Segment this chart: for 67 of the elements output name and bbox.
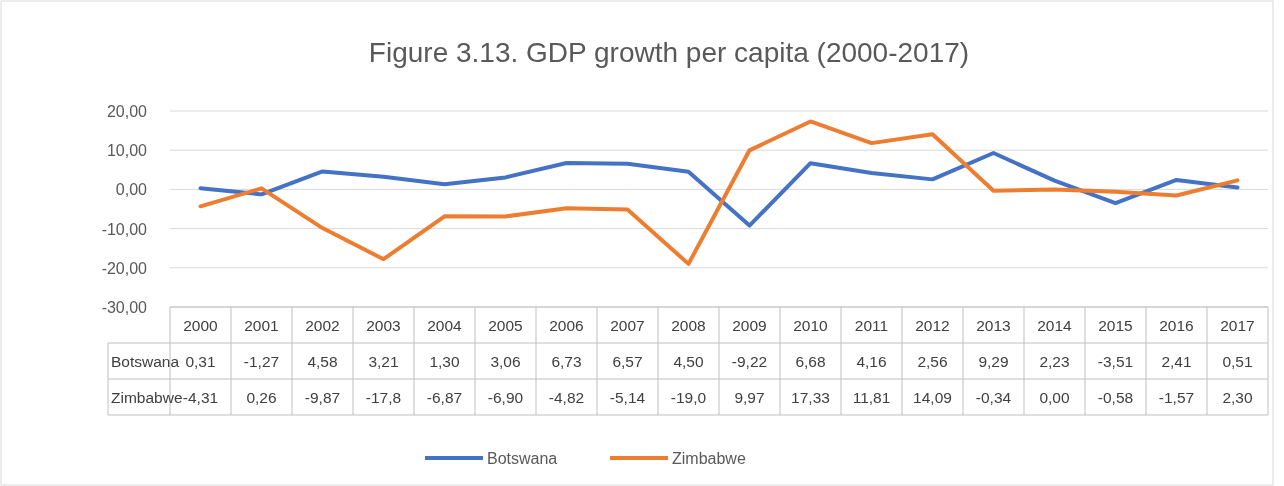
- data-label: 0,51: [1222, 353, 1253, 370]
- x-tick-label: 2017: [1220, 317, 1255, 334]
- x-tick-label: 2000: [183, 317, 219, 334]
- x-tick-label: 2007: [610, 317, 645, 334]
- data-label: 2,23: [1039, 353, 1070, 370]
- text: Zimbabwe: [111, 389, 183, 406]
- data-label: 4,16: [856, 353, 887, 370]
- chart-title: Figure 3.13. GDP growth per capita (2000-2017): [368, 37, 970, 68]
- x-tick-label: 2003: [366, 317, 401, 334]
- data-label: 2,41: [1161, 353, 1192, 370]
- x-tick-label: 2008: [671, 317, 706, 334]
- data-label: 4,50: [673, 353, 704, 370]
- x-tick-label: 2016: [1159, 317, 1194, 334]
- data-label: 6,73: [551, 353, 582, 370]
- data-label: 1,30: [429, 353, 460, 370]
- data-label: -9,22: [731, 353, 768, 370]
- data-label: 9,29: [978, 353, 1009, 370]
- data-label: 0,26: [246, 389, 277, 406]
- data-label: -1,27: [243, 353, 280, 370]
- data-label: -6,87: [426, 389, 463, 406]
- data-label: -9,87: [304, 389, 341, 406]
- data-label: 11,81: [852, 389, 891, 406]
- y-tick-label: -20,00: [101, 259, 148, 277]
- data-label: 4,58: [307, 353, 338, 370]
- data-label: -5,14: [609, 389, 646, 406]
- data-label: -0,58: [1097, 389, 1134, 406]
- data-label: 9,97: [734, 389, 765, 406]
- legend-label: Botswana: [487, 450, 558, 467]
- data-label: 14,09: [913, 389, 952, 406]
- line-series: [198, 119, 1240, 266]
- x-tick-label: 2001: [244, 317, 279, 334]
- x-tick-label: 2011: [854, 317, 889, 334]
- data-label: 6,68: [795, 353, 826, 370]
- x-tick-label: 2005: [488, 317, 523, 334]
- x-tick-label: 2006: [549, 317, 584, 334]
- text: Botswana: [111, 353, 180, 370]
- data-label: -1,57: [1158, 389, 1195, 406]
- data-label: 0,00: [1039, 389, 1070, 406]
- x-tick-label: 2010: [793, 317, 829, 334]
- x-tick-label: 2002: [305, 317, 340, 334]
- data-label: -4,31: [182, 389, 219, 406]
- data-label: 3,21: [368, 353, 399, 370]
- x-tick-label: 2014: [1037, 317, 1073, 334]
- data-label: 17,33: [791, 389, 830, 406]
- y-tick-label: 20,00: [106, 103, 148, 120]
- data-label: 6,57: [612, 353, 643, 370]
- y-tick-label: 0,00: [115, 181, 148, 199]
- x-tick-label: 2012: [915, 317, 950, 334]
- data-label: -0,34: [975, 389, 1012, 406]
- y-tick-label: -30,00: [101, 299, 148, 316]
- data-label: -4,82: [548, 389, 585, 406]
- data-label: 0,31: [185, 353, 216, 370]
- x-tick-label: 2013: [976, 317, 1011, 334]
- data-label: 2,30: [1222, 389, 1253, 406]
- y-tick-label: 10,00: [106, 142, 148, 160]
- data-label: -3,51: [1097, 353, 1134, 370]
- data-label: -17,8: [365, 389, 402, 406]
- data-label: 2,56: [917, 353, 948, 370]
- line-series: [198, 150, 1240, 228]
- x-tick-label: 2009: [732, 317, 767, 334]
- data-label: -6,90: [487, 389, 524, 406]
- data-label: 3,06: [490, 353, 521, 370]
- y-tick-label: -10,00: [101, 220, 148, 238]
- x-tick-label: 2004: [427, 317, 463, 334]
- legend-label: Zimbabwe: [672, 450, 746, 467]
- data-label: -19,0: [670, 389, 707, 406]
- x-tick-label: 2015: [1098, 317, 1133, 334]
